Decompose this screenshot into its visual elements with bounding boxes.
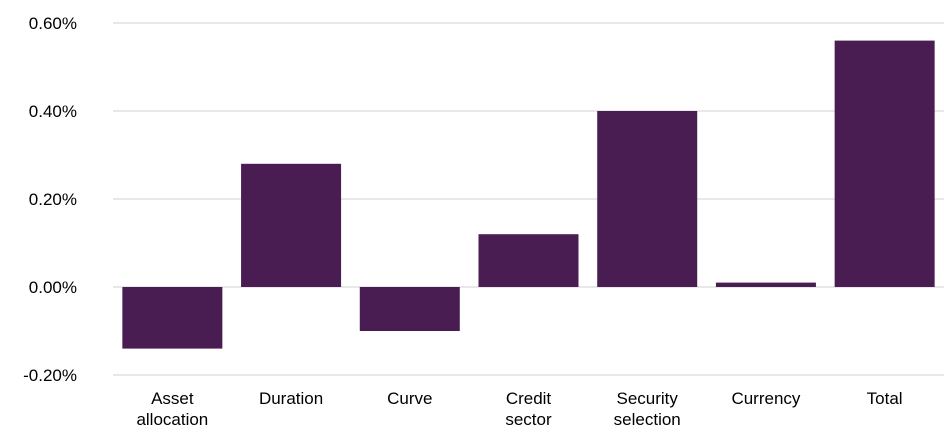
x-category-label: Curve: [387, 389, 432, 408]
y-tick-label: 0.20%: [29, 190, 77, 209]
gridlines: [113, 22, 944, 376]
y-tick-label: 0.00%: [29, 278, 77, 297]
x-axis-category-labels: Asset allocation Duration Curve Credit sector…: [136, 389, 902, 429]
y-tick-label: -0.20%: [23, 366, 77, 385]
bar: [834, 40, 935, 287]
y-tick-label: 0.40%: [29, 102, 77, 121]
y-tick-label: 0.60%: [29, 14, 77, 33]
bar: [359, 287, 460, 331]
x-category-label: Credit sector: [505, 389, 552, 429]
bar: [478, 234, 579, 287]
x-category-label: Currency: [731, 389, 800, 408]
x-category-label: Total: [867, 389, 903, 408]
bars: [122, 40, 935, 349]
bar: [241, 163, 342, 287]
y-axis-tick-labels: -0.20% 0.00% 0.20% 0.40% 0.60%: [23, 14, 77, 385]
bar: [715, 282, 816, 287]
x-category-label: Security selection: [614, 389, 681, 429]
x-category-label: Asset allocation: [136, 389, 208, 429]
bar: [597, 111, 698, 287]
x-category-label: Duration: [259, 389, 323, 408]
bar: [122, 287, 223, 349]
